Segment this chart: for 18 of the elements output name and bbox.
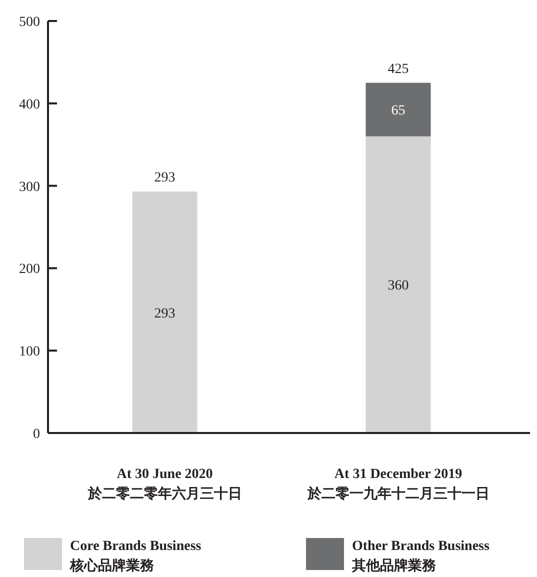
x-tick-label: At 31 December 2019 於二零一九年十二月三十一日 bbox=[306, 467, 490, 502]
y-tick-label: 300 bbox=[19, 180, 40, 195]
legend-label: Core Brands Business 核心品牌業務 bbox=[69, 539, 202, 574]
bar bbox=[366, 82, 431, 136]
total-label: 425 bbox=[388, 62, 409, 77]
total-label: 293 bbox=[154, 170, 176, 186]
bar bbox=[132, 192, 198, 433]
y-tick-label: 500 bbox=[19, 15, 40, 30]
data-label: 360 bbox=[388, 278, 409, 294]
legend-label: Other Brands Business 其他品牌業務 bbox=[351, 539, 490, 574]
data-label: 65 bbox=[391, 104, 406, 119]
y-tick-label: 0 bbox=[33, 427, 40, 442]
data-label: 293 bbox=[154, 306, 176, 322]
x-tick-label: At 30 June 2020 於二零二零年六月三十日 bbox=[86, 467, 242, 502]
y-tick-label: 100 bbox=[19, 344, 40, 360]
y-tick-label: 400 bbox=[19, 97, 40, 112]
bar bbox=[366, 136, 431, 433]
y-tick-label: 200 bbox=[19, 262, 40, 278]
